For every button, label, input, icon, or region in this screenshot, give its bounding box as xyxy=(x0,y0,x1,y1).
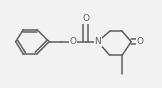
Text: O: O xyxy=(70,37,77,46)
Text: N: N xyxy=(94,37,101,46)
Text: O: O xyxy=(82,14,89,23)
Text: O: O xyxy=(137,37,144,46)
